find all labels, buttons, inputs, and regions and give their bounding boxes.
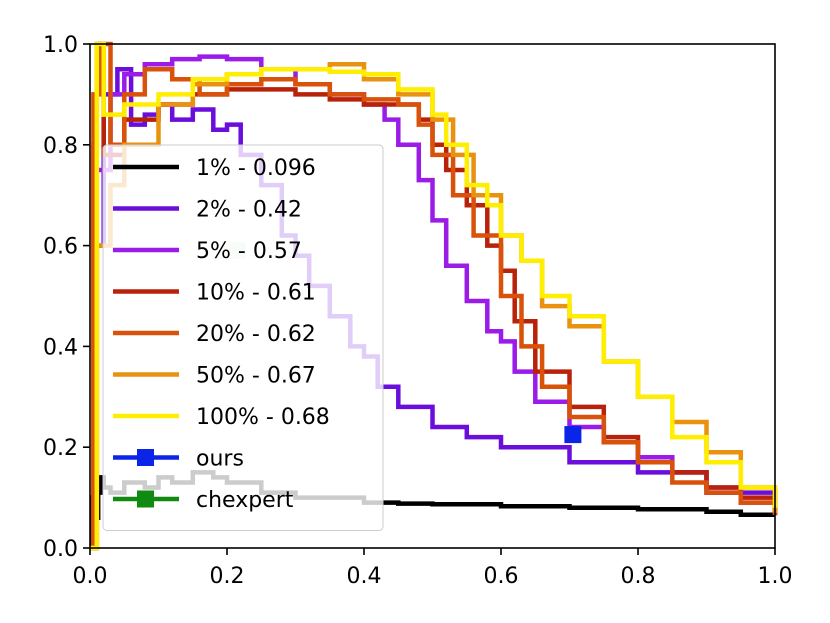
legend-label-ours: ours [196, 447, 244, 472]
marker-ours [564, 426, 582, 444]
axes-frame [89, 43, 776, 549]
y-tick-label: 1.0 [43, 33, 78, 58]
y-tick-label: 0.4 [43, 335, 78, 360]
legend-label-2-0-42: 2% - 0.42 [196, 198, 302, 223]
y-tick-label: 0.2 [43, 436, 78, 461]
x-tick-label: 0.2 [210, 564, 245, 589]
legend-label-10-0-61: 10% - 0.61 [196, 281, 316, 306]
legend-marker-chexpert [137, 490, 154, 508]
legend-label-50-0-67: 50% - 0.67 [196, 364, 316, 389]
legend-label-100-0-68: 100% - 0.68 [196, 405, 330, 430]
legend-label-1-0-096: 1% - 0.096 [196, 156, 316, 181]
x-tick-label: 0.6 [484, 564, 519, 589]
x-tick-label: 0.0 [73, 564, 108, 589]
legend-marker-ours [137, 449, 154, 466]
y-tick-label: 0.6 [43, 235, 78, 260]
x-tick-label: 1.0 [758, 564, 793, 589]
x-tick-label: 0.8 [621, 564, 656, 589]
legend-label-20-0-62: 20% - 0.62 [196, 322, 316, 347]
legend-label-chexpert: chexpert [196, 488, 294, 513]
y-tick-label: 0.8 [43, 134, 78, 159]
x-tick-label: 0.4 [347, 564, 382, 589]
legend-label-5-0-57: 5% - 0.57 [196, 239, 302, 264]
axis-ticks: 0.0 0.2 0.4 0.6 0.8 1.0 0.0 0.2 0.4 0.6 0.8 1.0 [43, 33, 793, 589]
legend: 1% - 0.096 2% - 0.42 5% - 0.57 10% - 0.61 20… [102, 144, 384, 531]
y-tick-label: 0.0 [43, 537, 78, 562]
series-line-20-0-62 [90, 41, 778, 551]
legend-box [102, 144, 384, 531]
series-line-100-0-68 [90, 41, 778, 551]
